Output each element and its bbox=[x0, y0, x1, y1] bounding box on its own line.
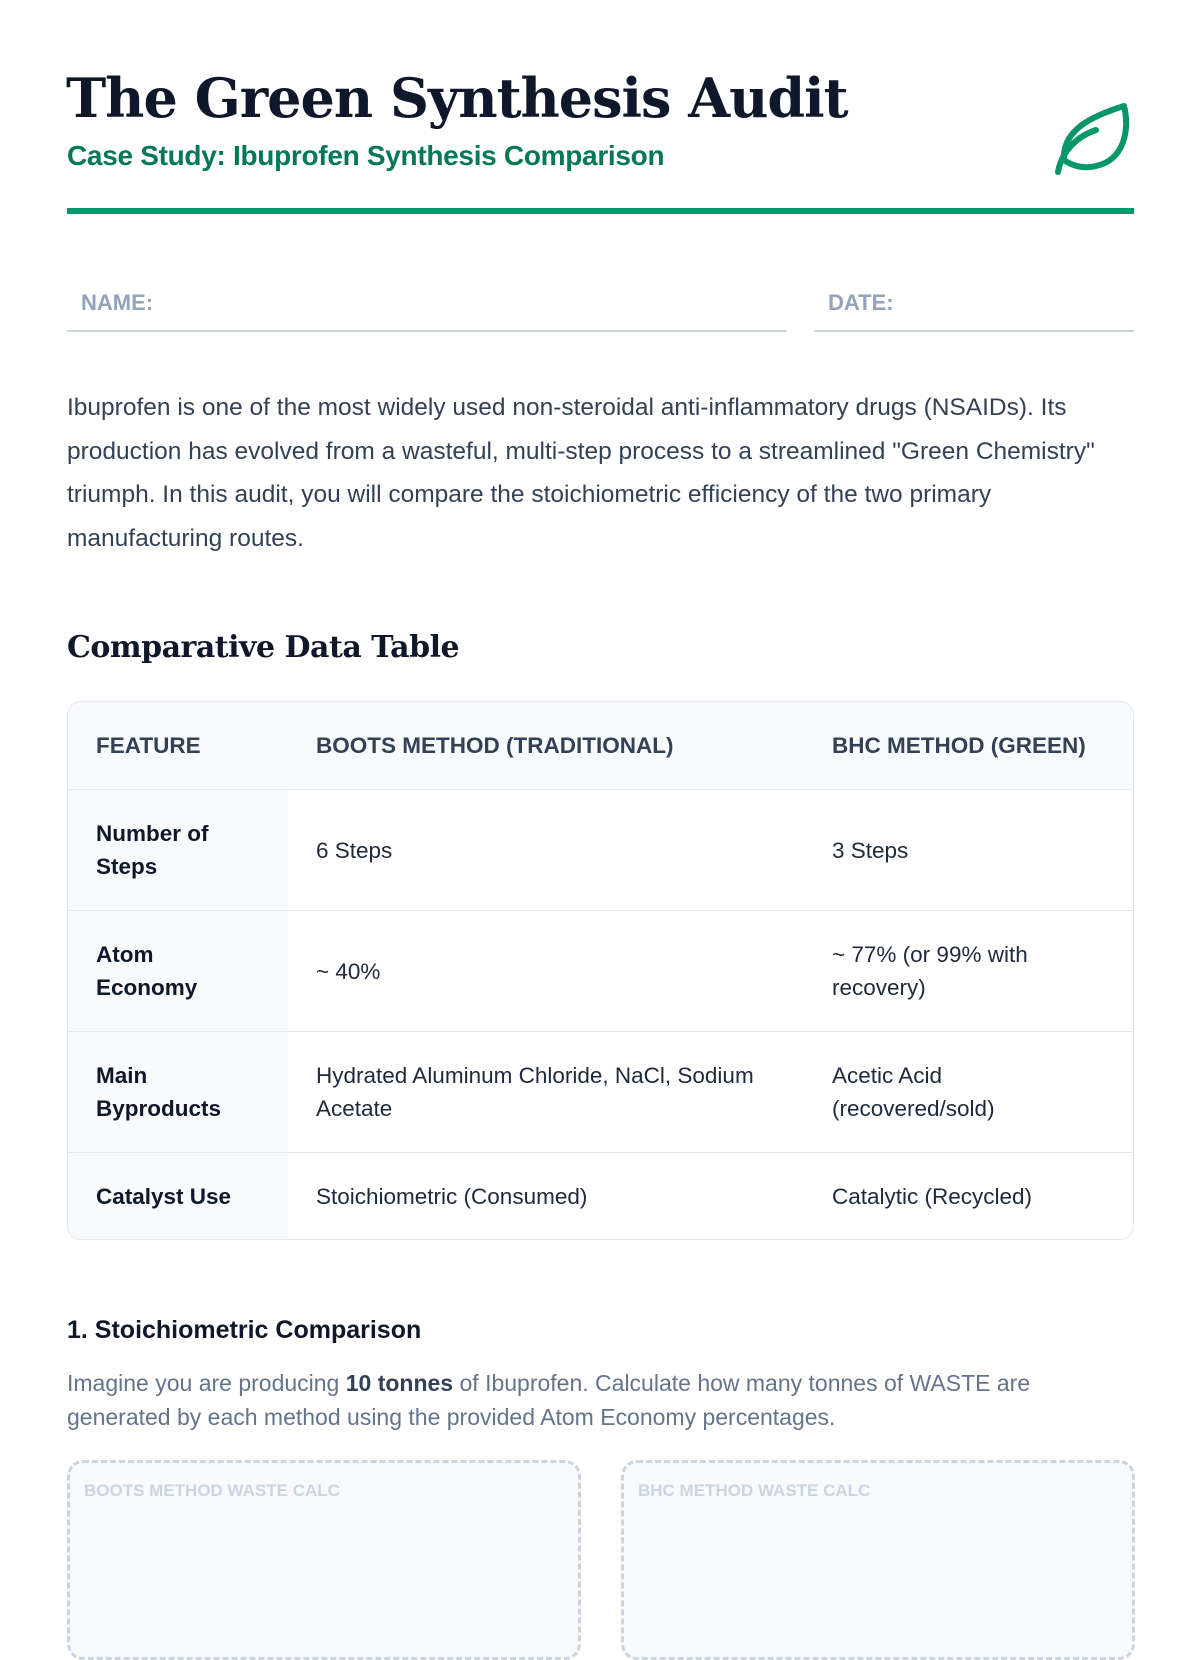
question-text-part: of Ibuprofen. Calculate how many tonnes … bbox=[67, 1370, 1031, 1430]
feature-cell: Main Byproducts bbox=[68, 1032, 288, 1153]
date-label: DATE: bbox=[828, 290, 894, 315]
boots-box-label: BOOTS METHOD WASTE CALC bbox=[84, 1481, 340, 1500]
table-row: Atom Economy ~ 40% ~ 77% (or 99% with re… bbox=[68, 911, 1133, 1032]
date-field[interactable]: DATE: bbox=[814, 290, 1134, 332]
table-heading: Comparative Data Table bbox=[67, 630, 460, 665]
comparison-table: FEATURE BOOTS METHOD (TRADITIONAL) BHC M… bbox=[67, 701, 1134, 1240]
intro-paragraph: Ibuprofen is one of the most widely used… bbox=[67, 394, 1095, 552]
boots-cell: Hydrated Aluminum Chloride, NaCl, Sodium… bbox=[288, 1032, 804, 1153]
table-row: Main Byproducts Hydrated Aluminum Chlori… bbox=[68, 1032, 1133, 1153]
bhc-cell: Acetic Acid (recovered/sold) bbox=[804, 1032, 1133, 1153]
feature-cell: Atom Economy bbox=[68, 911, 288, 1032]
table-row: Catalyst Use Stoichiometric (Consumed) C… bbox=[68, 1153, 1133, 1239]
name-field[interactable]: NAME: bbox=[67, 290, 787, 332]
bhc-waste-answer-box[interactable]: BHC METHOD WASTE CALC bbox=[621, 1460, 1135, 1660]
feature-cell: Catalyst Use bbox=[68, 1153, 288, 1239]
boots-cell: 6 Steps bbox=[288, 790, 804, 911]
feature-cell: Number of Steps bbox=[68, 790, 288, 911]
leaf-icon bbox=[1055, 103, 1130, 175]
column-header-boots: BOOTS METHOD (TRADITIONAL) bbox=[288, 702, 804, 790]
question-1-heading: 1. Stoichiometric Comparison bbox=[67, 1316, 422, 1344]
header-divider bbox=[67, 208, 1134, 214]
name-label: NAME: bbox=[81, 290, 154, 315]
column-header-feature: FEATURE bbox=[68, 702, 288, 790]
table-row: Number of Steps 6 Steps 3 Steps bbox=[68, 790, 1133, 911]
question-text-part: Imagine you are producing bbox=[67, 1370, 346, 1396]
question-1-text: Imagine you are producing 10 tonnes of I… bbox=[67, 1366, 1137, 1434]
bhc-box-label: BHC METHOD WASTE CALC bbox=[638, 1481, 871, 1500]
page-subtitle: Case Study: Ibuprofen Synthesis Comparis… bbox=[67, 140, 665, 171]
bhc-cell: 3 Steps bbox=[804, 790, 1133, 911]
boots-waste-answer-box[interactable]: BOOTS METHOD WASTE CALC bbox=[67, 1460, 581, 1660]
column-header-bhc: BHC METHOD (GREEN) bbox=[804, 702, 1133, 790]
question-text-bold: 10 tonnes bbox=[345, 1370, 454, 1396]
bhc-cell: ~ 77% (or 99% with recovery) bbox=[804, 911, 1133, 1032]
page-title: The Green Synthesis Audit bbox=[66, 66, 849, 130]
bhc-cell: Catalytic (Recycled) bbox=[832, 1183, 1033, 1209]
boots-cell: ~ 40% bbox=[288, 911, 804, 1032]
boots-cell: Stoichiometric (Consumed) bbox=[316, 1183, 588, 1209]
table-header-row: FEATURE BOOTS METHOD (TRADITIONAL) BHC M… bbox=[68, 702, 1133, 790]
